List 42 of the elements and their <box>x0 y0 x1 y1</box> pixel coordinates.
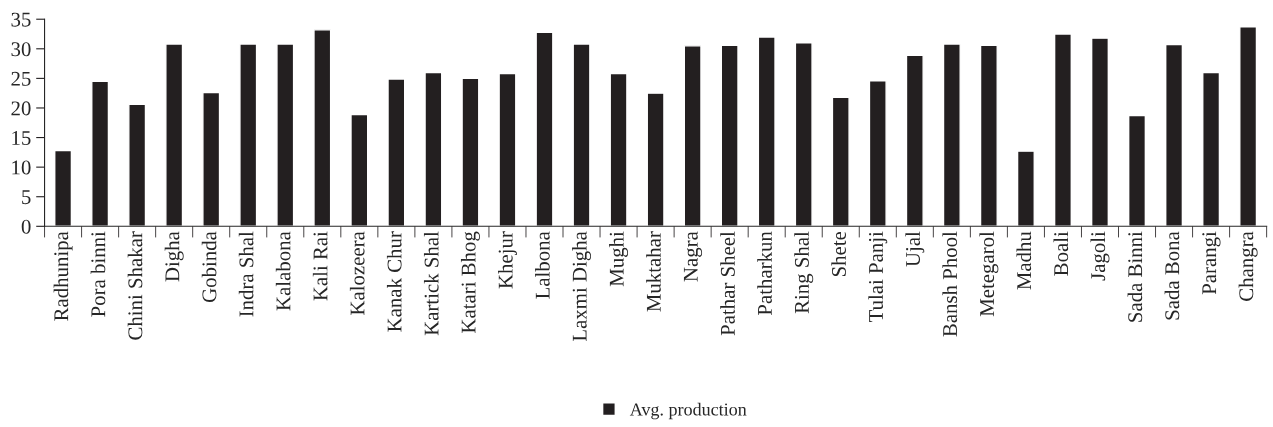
y-tick-label: 30 <box>11 42 31 57</box>
x-tick-label: Digha <box>164 231 184 282</box>
y-tick-label: 25 <box>11 71 31 86</box>
x-tick-label: Sada Bona <box>1164 231 1180 320</box>
x-tick-label: Pora binni <box>90 231 106 317</box>
x-tick-label: Katari Bhog <box>460 231 480 333</box>
x-tick-label: Parangi <box>1202 231 1221 295</box>
x-tick-label: Boali <box>1053 231 1069 276</box>
y-tick-label: 15 <box>12 131 31 145</box>
x-tick-label: Chini Shakar <box>127 231 143 340</box>
y-tick-label: 5 <box>22 190 31 205</box>
x-tick-label: Sada Binni <box>1127 231 1143 322</box>
x-tick-label: Lalbona <box>535 231 550 299</box>
x-tick-label: Pathar Sheel <box>720 231 735 336</box>
x-tick-label: Ring Shal <box>794 231 814 314</box>
x-tick-label: Patharkun <box>757 231 772 316</box>
y-tick-label: 0 <box>21 219 31 234</box>
legend-label: Avg. production <box>629 402 747 420</box>
y-tick-label: 20 <box>11 101 31 116</box>
x-tick-label: Laxmi Digha <box>572 231 592 342</box>
x-tick-label: Kalozeera <box>349 231 365 315</box>
x-tick-label: Bansh Phool <box>942 231 958 337</box>
x-tick-label: Jagoli <box>1090 231 1110 281</box>
x-tick-label: Indra Shal <box>238 231 254 317</box>
y-tick-label: 10 <box>12 160 31 175</box>
x-tick-label: Khejur <box>498 231 517 289</box>
x-tick-label: Mughi <box>609 231 629 287</box>
y-tick-label: 35 <box>11 12 31 27</box>
x-tick-label: Madhu <box>1016 231 1032 290</box>
x-tick-label: Gobinda <box>201 231 217 303</box>
x-tick-label: Kalabona <box>275 231 291 311</box>
x-tick-label: Shete <box>831 231 846 277</box>
x-tick-label: Metegarol <box>979 231 999 317</box>
x-tick-label: Tulai Panji <box>868 231 888 323</box>
x-tick-label: Kali Rai <box>312 231 328 301</box>
x-tick-label: Muktahar <box>646 231 661 312</box>
x-tick-label: Kartick Shal <box>423 231 439 336</box>
x-tick-label: Ujal <box>905 231 925 267</box>
x-tick-label: Radhunipa <box>53 231 73 321</box>
x-tick-label: Kanak Chur <box>386 231 402 332</box>
x-tick-label: Changra <box>1238 231 1258 301</box>
x-tick-label: Nagra <box>683 231 703 282</box>
